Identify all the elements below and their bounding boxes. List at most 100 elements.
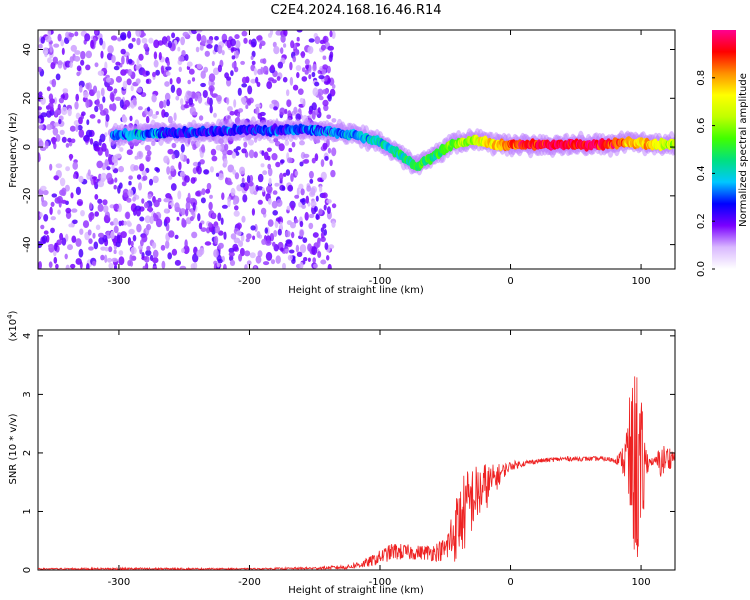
noise-speckle bbox=[130, 85, 134, 92]
noise-speckle bbox=[296, 36, 300, 42]
noise-speckle bbox=[105, 77, 111, 83]
noise-speckle bbox=[308, 64, 312, 73]
noise-speckle bbox=[65, 207, 72, 214]
noise-speckle bbox=[309, 178, 314, 184]
noise-speckle bbox=[57, 33, 62, 42]
noise-speckle bbox=[320, 44, 326, 51]
noise-speckle bbox=[175, 95, 180, 101]
noise-speckle bbox=[273, 106, 278, 111]
noise-speckle bbox=[52, 127, 59, 136]
noise-speckle bbox=[195, 30, 203, 33]
noise-speckle bbox=[96, 160, 103, 169]
noise-speckle bbox=[111, 165, 115, 170]
noise-speckle bbox=[104, 246, 109, 252]
noise-speckle bbox=[141, 198, 145, 204]
noise-speckle bbox=[272, 41, 277, 48]
noise-speckle bbox=[217, 258, 223, 264]
noise-speckle bbox=[188, 68, 195, 75]
colorbar-tick-label: 0.2 bbox=[696, 213, 707, 229]
noise-speckle bbox=[187, 192, 191, 202]
noise-speckle bbox=[239, 247, 245, 257]
noise-speckle bbox=[307, 46, 314, 54]
noise-speckle bbox=[322, 192, 328, 199]
noise-speckle bbox=[195, 165, 200, 172]
colorbar-tick-label: 0.0 bbox=[696, 261, 707, 277]
noise-speckle bbox=[311, 246, 318, 256]
noise-speckle bbox=[94, 30, 99, 35]
noise-speckle bbox=[152, 257, 159, 264]
noise-speckle bbox=[168, 204, 172, 210]
noise-speckle bbox=[213, 112, 217, 118]
noise-speckle bbox=[136, 223, 142, 233]
noise-speckle bbox=[144, 215, 151, 224]
noise-speckle bbox=[53, 250, 57, 257]
noise-speckle bbox=[111, 155, 119, 164]
noise-speckle bbox=[151, 242, 157, 249]
noise-speckle bbox=[281, 185, 286, 191]
noise-speckle bbox=[329, 30, 333, 38]
noise-speckle bbox=[61, 237, 67, 246]
noise-speckle bbox=[277, 228, 282, 236]
noise-speckle bbox=[148, 178, 154, 186]
colorbar-ticks: 0.0 0.2 0.4 0.6 0.8 bbox=[696, 70, 715, 277]
noise-speckle bbox=[292, 55, 297, 63]
noise-speckle bbox=[53, 242, 58, 252]
noise-speckle bbox=[209, 87, 214, 96]
noise-speckle bbox=[40, 36, 45, 44]
noise-speckle bbox=[213, 67, 220, 76]
noise-speckle bbox=[141, 37, 148, 44]
noise-speckle bbox=[226, 149, 233, 156]
noise-speckle bbox=[261, 238, 267, 245]
noise-speckle bbox=[118, 250, 124, 256]
noise-speckle bbox=[322, 88, 329, 95]
noise-speckle bbox=[85, 64, 91, 71]
noise-speckle bbox=[183, 104, 190, 109]
noise-speckle bbox=[282, 76, 288, 83]
noise-speckle bbox=[83, 135, 90, 142]
noise-speckle bbox=[233, 66, 239, 73]
noise-speckle bbox=[189, 216, 194, 222]
noise-speckle bbox=[118, 165, 124, 173]
noise-speckle bbox=[266, 81, 273, 90]
colorbar-gradient bbox=[712, 30, 736, 269]
noise-speckle bbox=[65, 166, 70, 172]
noise-speckle bbox=[312, 87, 319, 97]
noise-speckle bbox=[231, 55, 236, 60]
noise-speckle bbox=[280, 34, 286, 43]
noise-speckle bbox=[105, 114, 110, 122]
noise-speckle bbox=[327, 93, 332, 102]
noise-speckle bbox=[302, 237, 308, 244]
noise-speckle bbox=[46, 124, 53, 131]
noise-speckle bbox=[72, 173, 77, 179]
noise-speckle bbox=[214, 225, 220, 234]
noise-speckle bbox=[55, 263, 59, 269]
noise-speckle bbox=[113, 203, 120, 210]
noise-speckle bbox=[204, 241, 212, 246]
snr-y-tick-label: 4 bbox=[22, 333, 33, 339]
noise-speckle bbox=[331, 118, 337, 123]
noise-speckle bbox=[261, 187, 265, 193]
noise-speckle bbox=[250, 225, 256, 231]
noise-speckle bbox=[284, 108, 288, 115]
noise-speckle bbox=[151, 94, 157, 103]
noise-speckle bbox=[142, 265, 147, 269]
noise-speckle bbox=[256, 186, 264, 191]
noise-speckle bbox=[230, 38, 236, 47]
spectrogram-y-ticks: -40 -20 0 20 40 bbox=[22, 43, 675, 253]
noise-speckle bbox=[164, 111, 169, 118]
noise-speckle bbox=[331, 147, 337, 157]
noise-speckle bbox=[180, 170, 185, 177]
noise-speckle bbox=[77, 124, 83, 131]
noise-speckle bbox=[303, 257, 308, 262]
noise-speckle bbox=[317, 251, 322, 258]
noise-speckle bbox=[256, 231, 261, 238]
noise-speckle bbox=[139, 216, 145, 222]
noise-speckle bbox=[151, 114, 158, 119]
noise-speckle bbox=[49, 44, 53, 53]
noise-speckle bbox=[113, 249, 117, 255]
noise-speckle bbox=[102, 199, 108, 206]
noise-speckle bbox=[314, 81, 320, 87]
noise-speckle bbox=[252, 235, 256, 241]
noise-speckle bbox=[272, 241, 276, 247]
